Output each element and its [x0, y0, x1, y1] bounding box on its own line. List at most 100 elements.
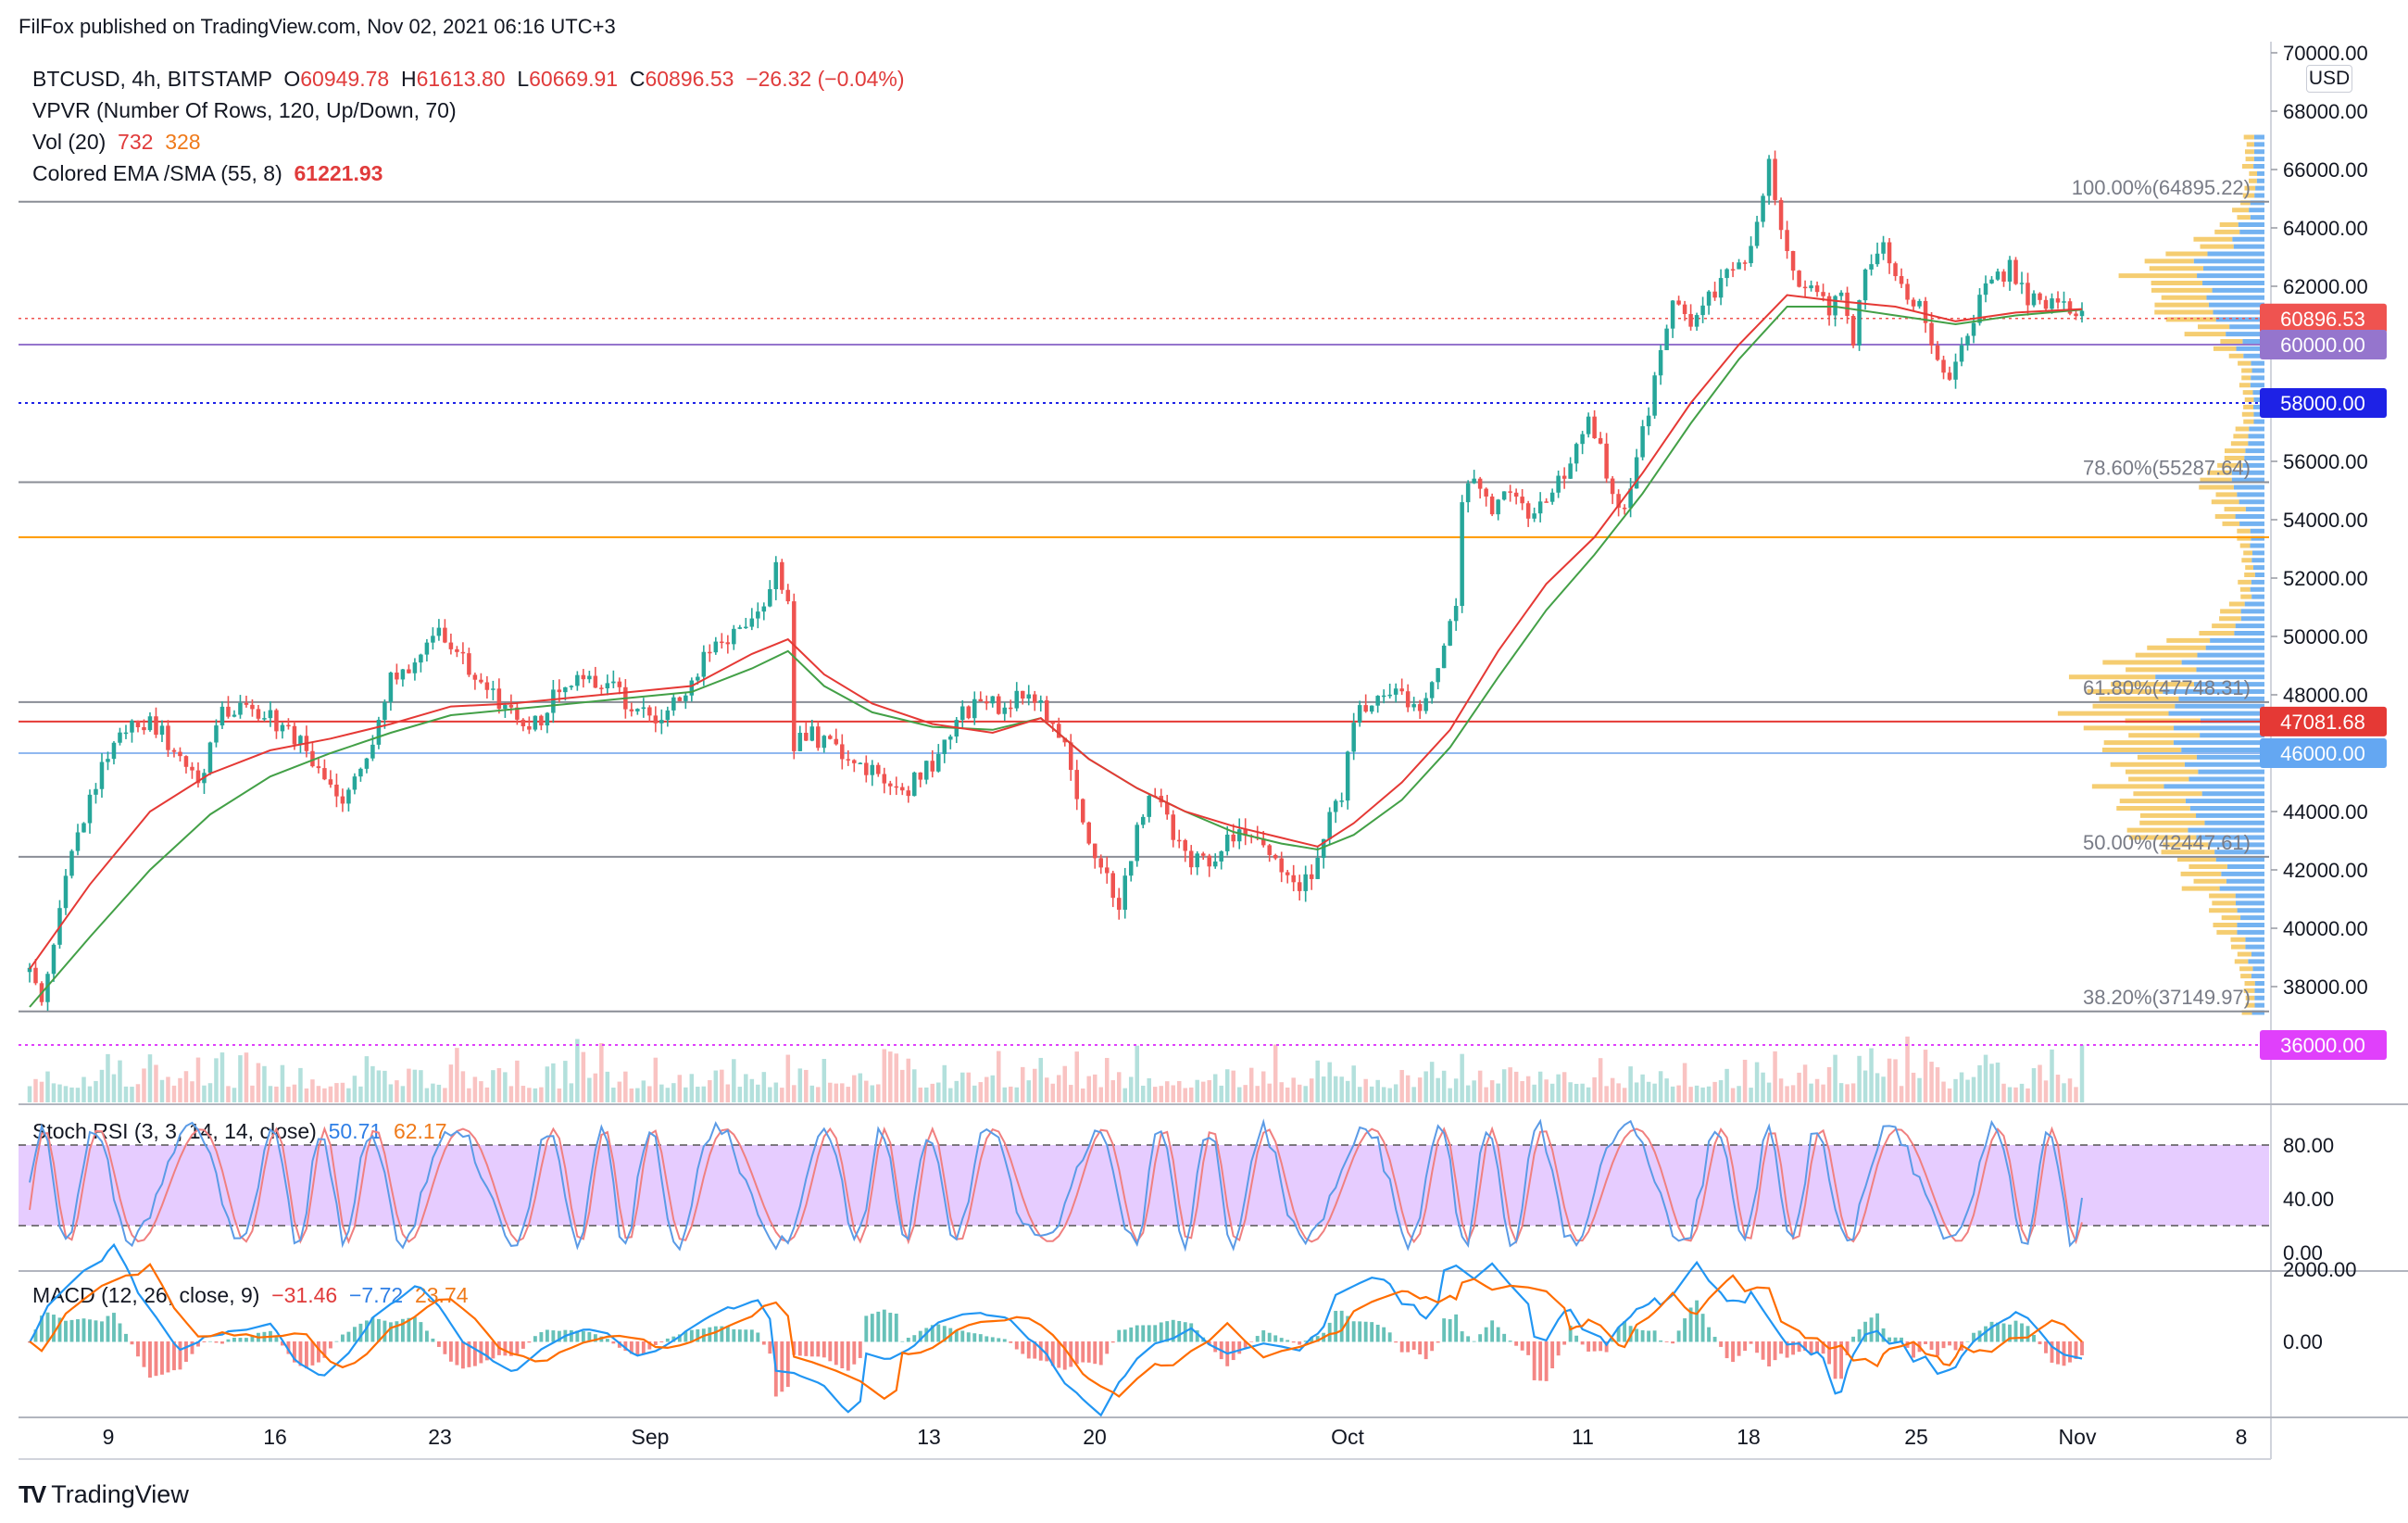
macd-histogram-bar	[1574, 1335, 1579, 1342]
macd-histogram-bar	[370, 1317, 375, 1342]
ema-legend[interactable]: Colored EMA /SMA (55, 8) 61221.93	[32, 161, 383, 186]
candle-body	[268, 710, 273, 719]
vpvr-up-row	[2178, 696, 2264, 701]
candle-body	[1568, 463, 1573, 479]
candle-body	[1351, 723, 1356, 752]
candle-body	[166, 725, 170, 750]
candle-body	[900, 787, 905, 791]
volume-bar	[1224, 1069, 1230, 1102]
macd-histogram-bar	[954, 1329, 959, 1342]
price-tags: 60896.53 60000.00 58000.00 47081.68 46000.00…	[2260, 303, 2387, 1060]
macd-histogram-bar	[1616, 1327, 1621, 1342]
volume-bar	[2055, 1075, 2061, 1102]
candle-body	[768, 588, 772, 607]
volume-bar	[1399, 1069, 1404, 1102]
vpvr-down-row	[2126, 827, 2189, 833]
candle-body	[852, 760, 857, 763]
change-value: −26.32 (−0.04%)	[746, 67, 905, 91]
candle-body	[244, 702, 249, 705]
volume-bar	[99, 1069, 105, 1102]
macd-histogram-bar	[1418, 1341, 1423, 1354]
candle-body	[1737, 262, 1741, 270]
macd-histogram-bar	[1370, 1322, 1374, 1342]
macd-histogram-bar	[1382, 1327, 1386, 1342]
volume-bar	[864, 1080, 869, 1102]
candle-body	[533, 715, 538, 730]
volume-bar	[1634, 1082, 1639, 1102]
macd-histogram-bar	[1719, 1341, 1724, 1347]
macd-histogram-bar	[1291, 1341, 1296, 1343]
volume-bar	[1670, 1086, 1675, 1102]
macd-histogram-bar	[906, 1338, 910, 1342]
volume-bar	[1857, 1055, 1862, 1102]
macd-histogram-bar	[1996, 1322, 2000, 1342]
vpvr-up-row	[2240, 616, 2264, 622]
macd-histogram-bar	[1695, 1300, 1699, 1342]
volume-bar	[1508, 1067, 1512, 1102]
macd-histogram-bar	[1141, 1325, 1146, 1342]
currency-button[interactable]: USD	[2306, 65, 2352, 93]
candle-body	[436, 627, 442, 636]
vpvr-down-row	[2220, 339, 2243, 344]
vpvr-up-row	[2245, 507, 2264, 512]
vpvr-down-row	[2091, 784, 2164, 789]
stoch-rsi-lines	[29, 1118, 2083, 1252]
candle-body	[1688, 313, 1693, 327]
volume-bar	[178, 1077, 182, 1102]
macd-histogram-bar	[1081, 1341, 1085, 1363]
macd-histogram-bar	[912, 1335, 917, 1342]
volume-bar	[840, 1083, 845, 1102]
volume-bar	[1309, 1078, 1314, 1102]
macd-histogram-bar	[1821, 1341, 1825, 1354]
macd-histogram-bar	[635, 1341, 640, 1356]
candle-body	[130, 720, 134, 733]
candle-body	[942, 739, 947, 754]
volume-bar	[69, 1087, 74, 1102]
candle-body	[756, 611, 760, 619]
vpvr-down-row	[2238, 579, 2251, 585]
macd-histogram-bar	[1779, 1341, 1784, 1354]
macd-histogram-bar	[2056, 1341, 2060, 1365]
volume-bar	[653, 1057, 658, 1102]
macd-histogram-bar	[1472, 1340, 1476, 1342]
candle-body	[2031, 293, 2037, 306]
candle-body	[1513, 492, 1519, 497]
candle-body	[2079, 310, 2085, 317]
macd-histogram-bar	[1231, 1341, 1235, 1361]
candle-body	[990, 696, 996, 704]
tradingview-brand[interactable]: TV TradingView	[19, 1480, 189, 1509]
volume-bar	[990, 1075, 996, 1102]
volume-bar	[1387, 1088, 1392, 1102]
vpvr-up-row	[2254, 1002, 2264, 1008]
volume-legend[interactable]: Vol (20) 732 328	[32, 130, 201, 155]
candle-body	[412, 662, 418, 673]
macd-histogram-bar	[1929, 1341, 1934, 1351]
candle-body	[1260, 838, 1266, 846]
vpvr-up-row	[2242, 462, 2264, 468]
candle-body	[1309, 874, 1314, 879]
price-tag	[2260, 1030, 2387, 1060]
candle-body	[1212, 861, 1218, 867]
volume-bar	[214, 1058, 219, 1102]
candle-body	[135, 720, 141, 727]
vpvr-down-row	[2240, 200, 2251, 206]
volume-bar	[1321, 1076, 1326, 1102]
vpvr-legend[interactable]: VPVR (Number Of Rows, 120, Up/Down, 70)	[32, 98, 457, 122]
vpvr-down-row	[2163, 842, 2209, 848]
volume-bar	[1773, 1051, 1777, 1102]
candle-body	[1682, 304, 1687, 314]
volume-bar	[1116, 1072, 1122, 1102]
vpvr-up-row	[2181, 660, 2264, 665]
volume-bar	[352, 1076, 357, 1102]
macd-histogram-bar	[1399, 1341, 1404, 1353]
macd-histogram-bar	[581, 1330, 585, 1342]
vpvr-down-row	[2118, 273, 2198, 279]
candle-body	[1074, 770, 1079, 799]
candle-body	[2001, 271, 2006, 283]
volume-bar	[1009, 1086, 1013, 1102]
candle-body	[635, 709, 640, 711]
macd-histogram-bar	[816, 1341, 821, 1357]
macd-histogram-bar	[124, 1333, 128, 1342]
volume-bar	[1501, 1069, 1507, 1102]
